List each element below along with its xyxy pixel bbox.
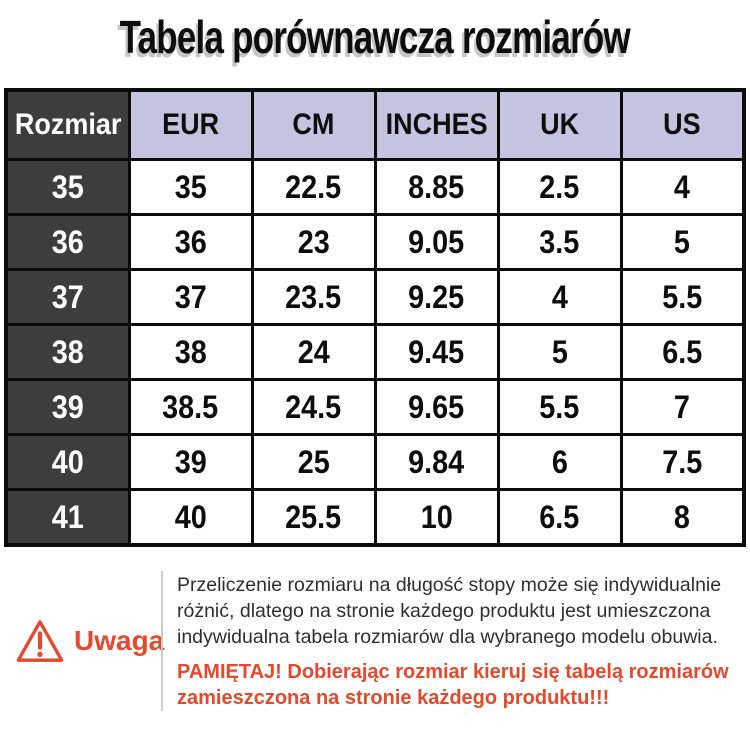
table-row: 39 38.5 24.5 9.65 5.5 7 xyxy=(4,378,746,436)
value-cell: 7.5 xyxy=(619,433,746,491)
size-cell: 37 xyxy=(4,268,131,326)
column-header-cm: CM xyxy=(250,88,377,161)
value-cell: 6.5 xyxy=(619,323,746,381)
table-row: 35 35 22.5 8.85 2.5 4 xyxy=(4,158,746,216)
value-cell: 5.5 xyxy=(619,268,746,326)
value-cell: 23 xyxy=(250,213,377,271)
value-cell: 8 xyxy=(619,488,746,547)
notice-paragraph: Przeliczenie rozmiaru na długość stopy m… xyxy=(177,574,722,648)
value-cell: 5 xyxy=(619,213,746,271)
column-header-us: US xyxy=(619,88,746,161)
notice-text-block: Przeliczenie rozmiaru na długość stopy m… xyxy=(163,571,729,711)
corner-header-cell: Rozmiar xyxy=(4,88,131,161)
column-header-eur: EUR xyxy=(127,88,254,161)
size-cell: 40 xyxy=(4,433,131,491)
value-cell: 6.5 xyxy=(496,488,623,547)
value-cell: 24 xyxy=(250,323,377,381)
value-cell: 23.5 xyxy=(250,268,377,326)
value-cell: 7 xyxy=(619,378,746,436)
value-cell: 2.5 xyxy=(496,158,623,216)
size-cell: 36 xyxy=(4,213,131,271)
value-cell: 6 xyxy=(496,433,623,491)
value-cell: 9.65 xyxy=(373,378,500,436)
value-cell: 37 xyxy=(127,268,254,326)
value-cell: 9.05 xyxy=(373,213,500,271)
notice-section: Uwaga Przeliczenie rozmiaru na długość s… xyxy=(15,571,740,711)
size-cell: 38 xyxy=(4,323,131,381)
table-row: 38 38 24 9.45 5 6.5 xyxy=(4,323,746,381)
value-cell: 38 xyxy=(127,323,254,381)
notice-label: Uwaga xyxy=(74,625,165,656)
size-cell: 39 xyxy=(4,378,131,436)
page-title: Tabela porównawcza rozmiarów xyxy=(119,11,631,63)
value-cell: 25 xyxy=(250,433,377,491)
table-header: Rozmiar EUR CM INCHES UK US xyxy=(4,88,746,161)
value-cell: 22.5 xyxy=(250,158,377,216)
notice-label-block: Uwaga xyxy=(15,571,165,711)
value-cell: 5 xyxy=(496,323,623,381)
value-cell: 9.45 xyxy=(373,323,500,381)
size-cell: 35 xyxy=(4,158,131,216)
value-cell: 9.84 xyxy=(373,433,500,491)
notice-warning-text: PAMIĘTAJ! Dobierając rozmiar kieruj się … xyxy=(177,661,729,709)
value-cell: 40 xyxy=(127,488,254,547)
notice-divider xyxy=(161,571,163,711)
table-row: 37 37 23.5 9.25 4 5.5 xyxy=(4,268,746,326)
value-cell: 38.5 xyxy=(127,378,254,436)
value-cell: 10 xyxy=(373,488,500,547)
value-cell: 5.5 xyxy=(496,378,623,436)
header-row: Rozmiar EUR CM INCHES UK US xyxy=(4,88,746,161)
value-cell: 25.5 xyxy=(250,488,377,547)
warning-triangle-icon xyxy=(16,620,64,662)
value-cell: 4 xyxy=(496,268,623,326)
value-cell: 9.25 xyxy=(373,268,500,326)
value-cell: 24.5 xyxy=(250,378,377,436)
value-cell: 8.85 xyxy=(373,158,500,216)
table-body: 35 35 22.5 8.85 2.5 4 36 36 23 9.05 3.5 … xyxy=(4,158,746,547)
column-header-inches: INCHES xyxy=(373,88,500,161)
value-cell: 4 xyxy=(619,158,746,216)
value-cell: 36 xyxy=(127,213,254,271)
value-cell: 39 xyxy=(127,433,254,491)
column-header-uk: UK xyxy=(496,88,623,161)
table-row: 40 39 25 9.84 6 7.5 xyxy=(4,433,746,491)
table-row: 36 36 23 9.05 3.5 5 xyxy=(4,213,746,271)
size-cell: 41 xyxy=(4,488,131,547)
size-comparison-table: Rozmiar EUR CM INCHES UK US 35 35 22.5 8… xyxy=(4,88,746,547)
table-row: 41 40 25.5 10 6.5 8 xyxy=(4,488,746,547)
value-cell: 3.5 xyxy=(496,213,623,271)
value-cell: 35 xyxy=(127,158,254,216)
page-title-wrap: Tabela porównawcza rozmiarów xyxy=(0,0,750,74)
